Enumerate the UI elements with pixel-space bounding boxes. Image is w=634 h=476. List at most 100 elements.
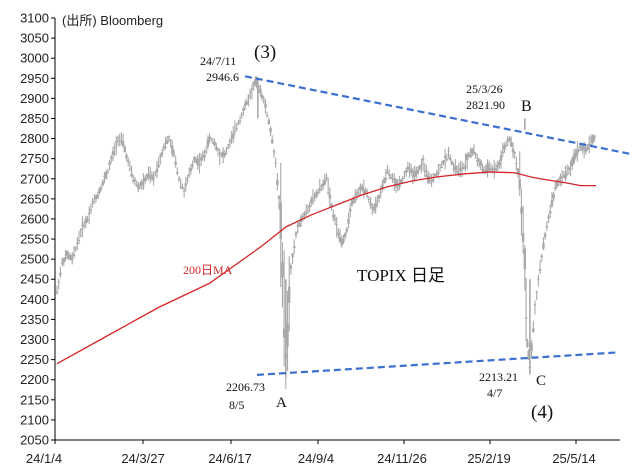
- price-candle-body: [106, 171, 110, 174]
- price-candle-body: [199, 157, 203, 161]
- price-candle-body: [93, 202, 96, 204]
- price-candle-body: [281, 262, 284, 278]
- price-candle-body: [230, 135, 233, 137]
- y-tick-label: 2900: [20, 91, 49, 106]
- price-candle-body: [467, 153, 471, 155]
- price-candle-body: [352, 197, 355, 204]
- price-candle-body: [221, 151, 225, 157]
- price-candle-body: [360, 186, 364, 191]
- price-candle-body: [186, 179, 189, 181]
- price-candle-body: [149, 177, 152, 179]
- price-candle-body: [232, 133, 235, 139]
- price-candle-body: [564, 174, 567, 179]
- price-candle-body: [113, 146, 116, 148]
- price-candle-body: [220, 153, 223, 155]
- price-candle-body: [491, 168, 494, 171]
- price-candle-body: [520, 207, 523, 214]
- price-candle-body: [359, 186, 362, 190]
- x-tick-label: 25/2/19: [467, 451, 510, 466]
- x-tick-label: 24/3/27: [121, 451, 164, 466]
- price-candle-body: [279, 202, 282, 240]
- peak-3-value: 2946.6: [206, 70, 239, 84]
- price-candle-body: [579, 144, 582, 148]
- price-candle-body: [298, 222, 301, 227]
- y-tick-label: 2850: [20, 111, 49, 126]
- price-candle-body: [384, 177, 388, 180]
- price-candle-body: [440, 166, 443, 168]
- price-candle-body: [267, 119, 271, 125]
- price-candle-body: [125, 154, 128, 159]
- price-candle-body: [452, 168, 455, 170]
- price-candle-body: [425, 175, 428, 178]
- price-candle-body: [337, 232, 340, 236]
- price-candle-body: [371, 206, 374, 208]
- price-candle-body: [216, 149, 220, 151]
- y-tick-label: 2050: [20, 433, 49, 448]
- price-candle-body: [81, 224, 84, 226]
- price-candle-body: [242, 108, 245, 111]
- point-b-value: 2821.90: [466, 98, 505, 112]
- price-candle-body: [159, 155, 162, 157]
- price-candle-body: [523, 248, 527, 270]
- price-candle-body: [145, 174, 149, 177]
- price-candle-body: [176, 172, 179, 174]
- price-candle-body: [527, 350, 530, 361]
- x-tick-label: 25/5/14: [552, 451, 595, 466]
- y-tick-label: 2100: [20, 412, 49, 427]
- price-candle-body: [228, 140, 232, 143]
- price-candle-body: [162, 146, 165, 149]
- price-candle-body: [381, 184, 384, 190]
- price-candle-body: [588, 144, 591, 146]
- price-candle-body: [450, 160, 454, 166]
- price-candle-body: [247, 95, 250, 97]
- price-candle-body: [418, 165, 421, 170]
- price-candle-body: [315, 192, 318, 198]
- price-candle-body: [204, 151, 208, 153]
- price-candle-body: [537, 278, 540, 280]
- price-candle-body: [262, 101, 265, 103]
- price-candle-body: [77, 239, 81, 241]
- price-candle-body: [535, 291, 538, 293]
- price-candle-body: [554, 187, 557, 189]
- price-candle-body: [328, 194, 332, 199]
- price-candle-body: [235, 128, 238, 130]
- price-candle-body: [593, 135, 596, 139]
- price-candle-body: [354, 194, 357, 196]
- price-candle-body: [94, 195, 98, 200]
- price-candle-body: [316, 192, 320, 194]
- price-candle-body: [582, 146, 586, 150]
- price-candle-body: [342, 238, 345, 243]
- price-candle-body: [369, 202, 372, 206]
- price-candle-body: [477, 159, 481, 161]
- price-candle-body: [179, 186, 182, 188]
- price-candle-body: [193, 157, 196, 160]
- price-candle-body: [584, 149, 588, 152]
- price-candle-body: [64, 257, 67, 259]
- price-candle-body: [465, 154, 469, 160]
- price-candle-body: [343, 233, 347, 238]
- price-candle-body: [142, 185, 145, 187]
- ma-label: 200日MA: [183, 263, 233, 277]
- price-candle-body: [225, 147, 228, 149]
- x-tick-label: 24/6/17: [208, 451, 251, 466]
- price-candle-body: [233, 130, 237, 132]
- price-candle-body: [362, 189, 365, 194]
- price-candle-body: [126, 160, 130, 163]
- price-candle-body: [164, 147, 167, 149]
- price-candle-body: [365, 196, 369, 198]
- price-candle-body: [404, 170, 408, 172]
- price-candle-body: [581, 145, 584, 151]
- y-tick-label: 2750: [20, 151, 49, 166]
- price-candle-body: [386, 171, 389, 174]
- price-candle-body: [60, 262, 64, 264]
- y-tick-label: 3100: [20, 11, 49, 26]
- price-candle-body: [123, 146, 126, 152]
- price-candle-body: [586, 146, 589, 150]
- price-candle-body: [494, 168, 498, 171]
- peak-3-date: 24/7/11: [200, 54, 236, 68]
- price-candle-body: [410, 169, 413, 173]
- price-candle-body: [455, 170, 459, 173]
- price-candle-body: [449, 157, 452, 161]
- price-candle-body: [377, 195, 381, 199]
- price-candle-body: [150, 174, 154, 179]
